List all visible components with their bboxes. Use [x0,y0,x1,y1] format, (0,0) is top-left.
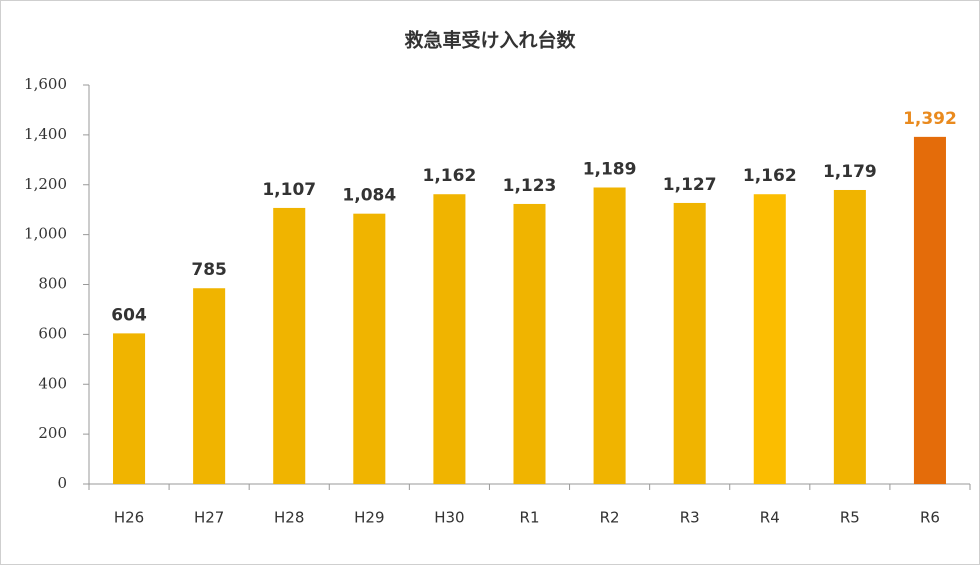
value-label: 1,127 [663,175,717,195]
value-label: 1,162 [743,166,797,186]
bar [193,288,226,484]
y-tick-label: 800 [38,275,67,293]
bar [113,333,146,484]
value-label: 1,392 [903,109,957,129]
x-tick-label: H28 [274,509,304,527]
y-tick-label: 0 [57,474,67,492]
bar [593,187,626,485]
x-tick-label: H27 [194,509,224,527]
x-tick-label: H29 [354,509,384,527]
bar [273,207,306,484]
x-tick-label: R3 [680,509,700,527]
bar [513,203,546,484]
x-tick-label: H30 [434,509,464,527]
chart-title: 救急車受け入れ台数 [404,29,576,52]
y-tick-label: 600 [38,324,67,342]
y-tick-label: 1,400 [24,125,67,143]
value-label: 1,179 [823,162,877,182]
bar [833,189,866,484]
y-tick-label: 1,600 [24,75,67,93]
bar [673,202,706,484]
value-label: 785 [191,260,227,280]
y-tick-label: 200 [38,424,67,442]
value-label: 1,189 [583,159,637,179]
x-tick-label: R4 [760,509,780,527]
y-tick-label: 1,000 [24,225,67,243]
y-tick-label: 1,200 [24,175,67,193]
bar [433,194,466,484]
x-tick-label: H26 [114,509,144,527]
y-tick-label: 400 [38,374,67,392]
x-tick-label: R6 [920,509,940,527]
x-tick-label: R5 [840,509,860,527]
bar [913,136,946,484]
value-label: 604 [111,305,147,325]
value-label: 1,162 [423,166,477,186]
x-tick-label: R1 [520,509,540,527]
value-label: 1,107 [262,180,316,200]
bar [753,194,786,484]
bar [353,213,386,485]
x-tick-label: R2 [600,509,620,527]
value-label: 1,123 [503,176,557,196]
value-label: 1,084 [342,186,396,206]
